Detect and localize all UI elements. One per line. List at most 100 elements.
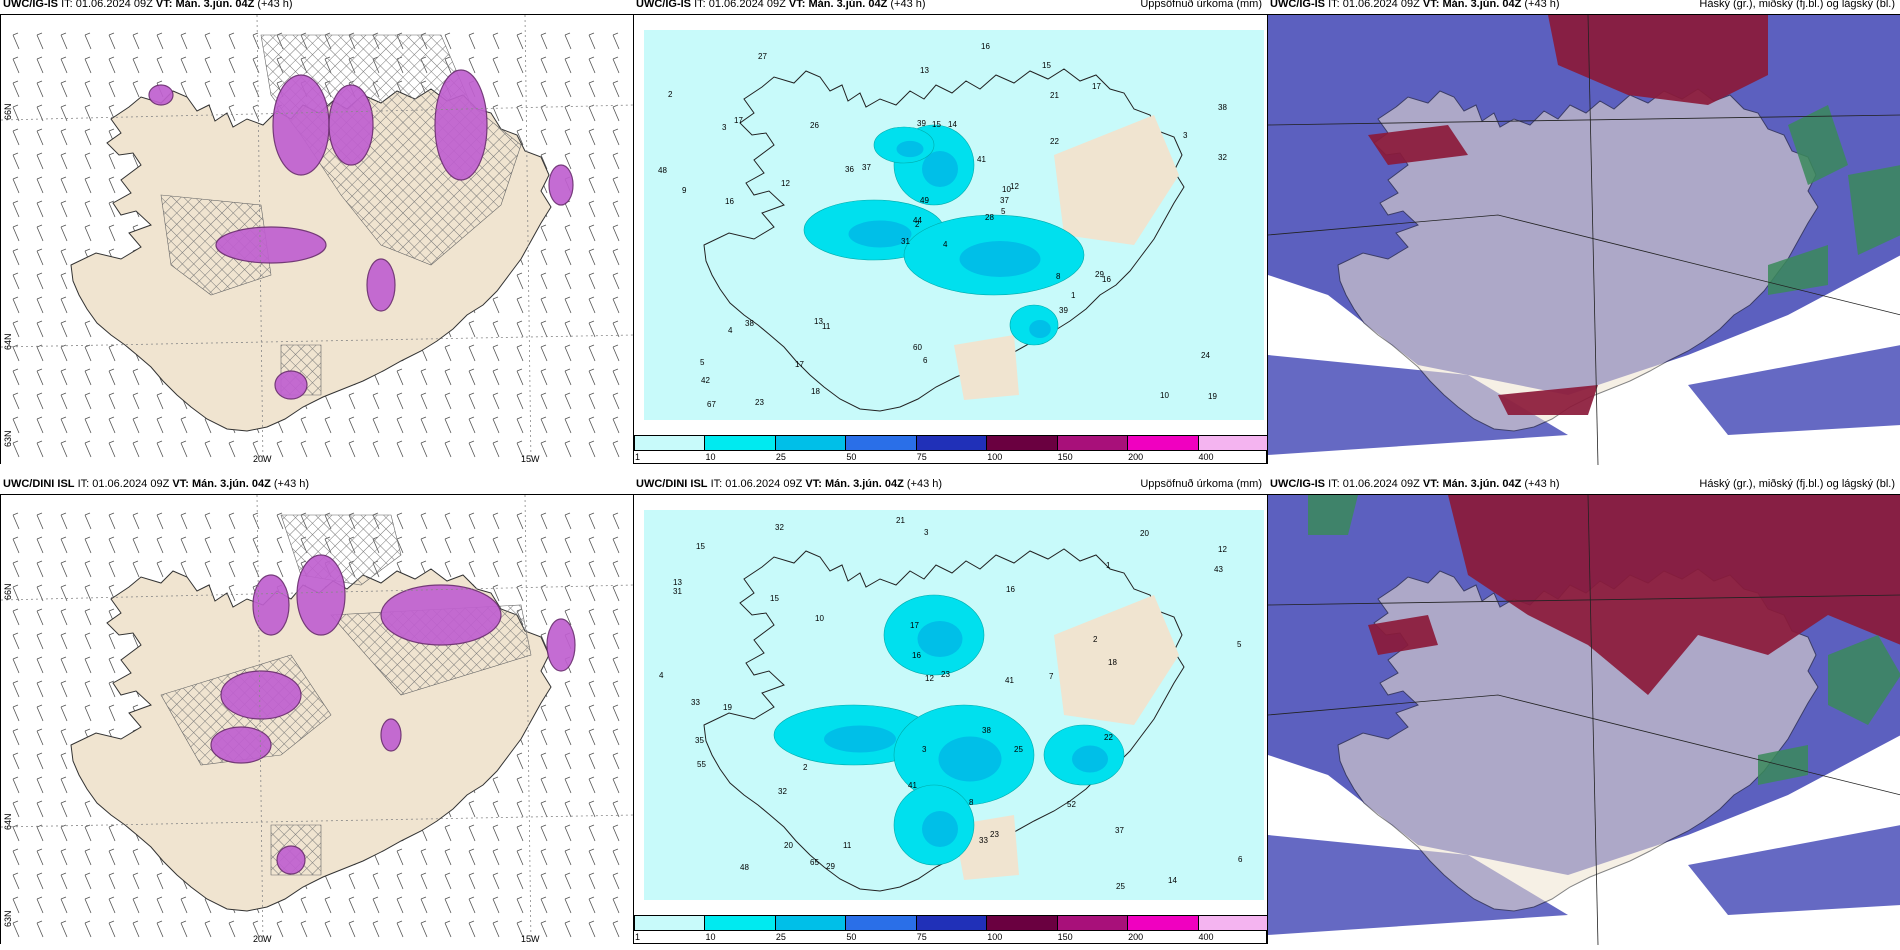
wind-barb [468,560,476,578]
wind-barb [84,368,92,386]
wind-barb [12,272,20,290]
high-cloud-area [1368,125,1468,165]
wind-barb [516,872,524,890]
wind-barb [540,56,548,74]
wind-barb [588,344,596,362]
wind-barb [60,224,68,242]
wind-barb [300,920,308,938]
low-cloud-area [1268,355,1568,455]
wind-barb [540,104,548,122]
wind-barb [444,392,452,410]
wind-barb [564,776,572,794]
wind-barb [516,920,524,938]
wind-barb [612,728,620,746]
precip-type-area [148,84,174,106]
wind-barb [612,176,620,194]
precip-type-area [274,370,308,400]
lat-label-64n: 64N [3,813,13,830]
colorbar-tick-label: 100 [987,932,1003,942]
wind-barb [156,440,164,458]
cloud-map-panel-1[interactable]: UWC/IG-IS IT: 01.06.2024 09Z VT: Mán. 3.… [1267,0,1900,466]
wind-barb [564,32,572,50]
wind-barb [564,920,572,938]
wind-barb [12,920,20,938]
wind-barb [252,920,260,938]
wind-barb [60,776,68,794]
wind-barb [612,512,620,530]
panel-header: UWC/IG-IS IT: 01.06.2024 09Z VT: Mán. 3.… [1268,0,1899,13]
wind-barb [420,416,428,434]
wind-barb [492,32,500,50]
wind-barb [492,80,500,98]
wind-barb [492,368,500,386]
wind-barb [516,752,524,770]
wind-barb [324,440,332,458]
wind-barb [36,80,44,98]
wind-barb [36,368,44,386]
wind-barb [588,440,596,458]
wind-barb [468,416,476,434]
precip-type-area [215,226,327,264]
wind-barb [156,512,164,530]
precip-value-label: 37 [1115,826,1124,835]
wind-barb [132,80,140,98]
cloud-map-panel-2[interactable]: UWC/IG-IS IT: 01.06.2024 09Z VT: Mán. 3.… [1267,478,1900,946]
precip-value-label: 6 [1238,855,1243,864]
wind-barb [60,152,68,170]
wind-barb [60,176,68,194]
wind-barb [84,872,92,890]
wind-barb [84,392,92,410]
wind-barb [60,680,68,698]
wind-barb [60,728,68,746]
wind-barb [564,896,572,914]
wind-barb [132,536,140,554]
wind-barb [396,368,404,386]
wind-barb [348,920,356,938]
wind-barb [228,80,236,98]
lead-time: (+43 h) [1524,0,1560,10]
precip-type-area [380,584,502,646]
wind-map-panel-2[interactable]: UWC/DINI ISL IT: 01.06.2024 09Z VT: Mán.… [0,478,635,946]
wind-barb [444,896,452,914]
wind-barb [228,536,236,554]
lon-label-20w: 20W [253,934,272,944]
wind-barb [84,176,92,194]
precip-value-label: 38 [1218,103,1227,112]
wind-barb [36,608,44,626]
wind-barb [36,776,44,794]
wind-barb [588,32,596,50]
precip-map-panel-1[interactable]: UWC/IG-IS IT: 01.06.2024 09Z VT: Mán. 3.… [633,0,1269,464]
valid-label: VT: [805,478,822,490]
precip-value-label: 67 [707,400,716,409]
precip-map-panel-2[interactable]: UWC/DINI ISL IT: 01.06.2024 09Z VT: Mán.… [633,478,1269,944]
wind-barb [492,776,500,794]
wind-barb [180,512,188,530]
precip-value-label: 32 [1218,153,1227,162]
wind-map-panel-1[interactable]: UWC/IG-IS IT: 01.06.2024 09Z VT: Mán. 3.… [0,0,635,466]
wind-barb [228,104,236,122]
wind-barb [84,80,92,98]
wind-barb [36,848,44,866]
wind-barb [108,32,116,50]
wind-barb [180,440,188,458]
cloud-title: Háský (gr.), miðský (fj.bl.) og lágský (… [1699,478,1895,490]
wind-barb [540,896,548,914]
graticule [1267,14,1900,466]
wind-barb [612,272,620,290]
precip-map: 4325101115142128271916383122233941383742… [634,15,1268,435]
wind-barb [156,32,164,50]
wind-barb [492,392,500,410]
precip-area-25-50 [922,151,958,187]
wind-barb [108,632,116,650]
wind-map: 66N 64N 63N 20W 15W [0,14,635,466]
precip-type-area [296,554,346,636]
wind-barb [540,392,548,410]
precip-value-label: 14 [948,120,957,129]
wind-barb [180,920,188,938]
wind-barb [420,368,428,386]
precip-value-label: 11 [822,322,831,331]
mid-cloud-area [1788,105,1848,185]
wind-barb [588,224,596,242]
wind-barb [12,224,20,242]
wind-barb [60,656,68,674]
